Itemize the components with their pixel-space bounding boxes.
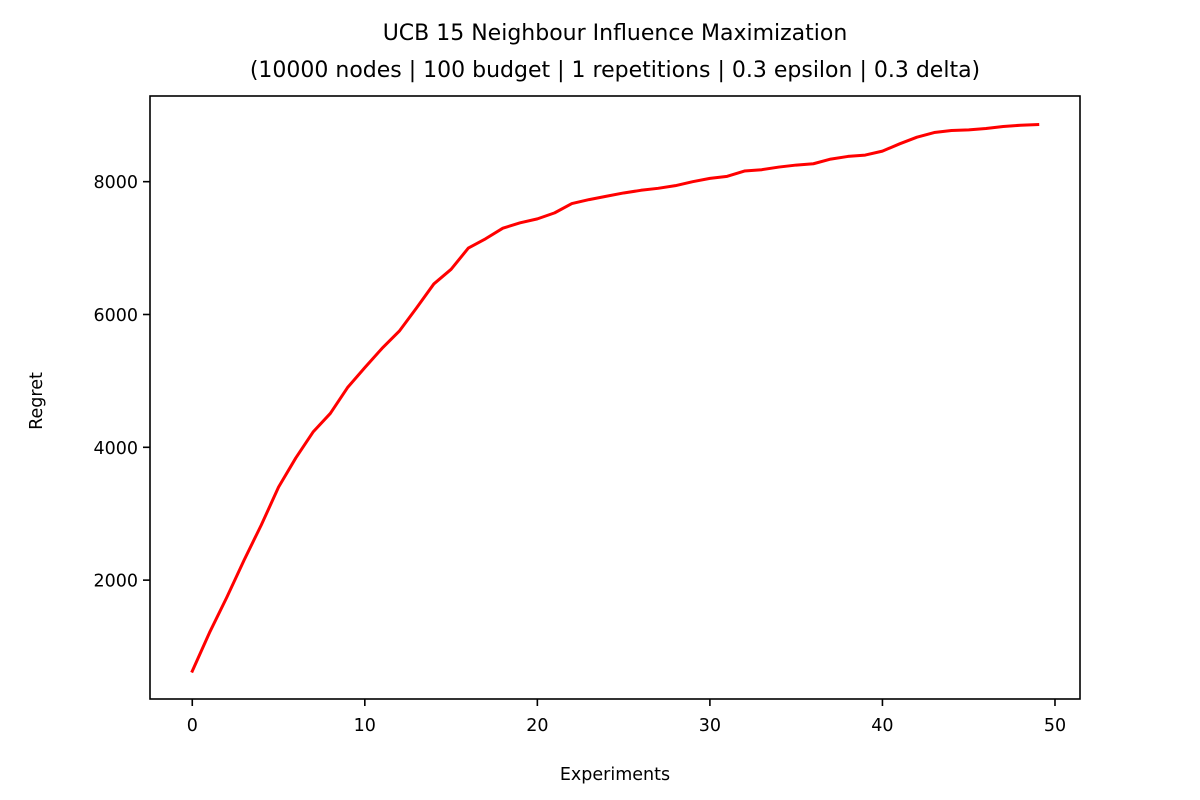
- plot-area: [190, 123, 1040, 674]
- x-axis-ticks: 0 10 20 30 40 50: [187, 699, 1066, 736]
- chart-title: UCB 15 Neighbour Influence Maximization: [383, 21, 848, 46]
- x-tick-label: 0: [187, 716, 198, 736]
- y-axis-label: Regret: [27, 372, 47, 430]
- y-tick-label: 4000: [93, 439, 138, 459]
- y-tick-label: 8000: [93, 173, 138, 193]
- x-tick-label: 40: [871, 716, 893, 736]
- x-tick-label: 50: [1044, 716, 1066, 736]
- x-tick-label: 10: [354, 716, 376, 736]
- y-tick-label: 2000: [93, 572, 138, 592]
- chart-subtitle: (10000 nodes | 100 budget | 1 repetition…: [250, 58, 980, 83]
- x-axis-label: Experiments: [560, 765, 670, 785]
- regret-series-line: [190, 123, 1040, 674]
- axes-frame: [149, 95, 1081, 700]
- x-tick-label: 30: [699, 716, 721, 736]
- x-tick-label: 20: [526, 716, 548, 736]
- y-tick-label: 6000: [93, 306, 138, 326]
- y-axis-ticks: 2000 4000 6000 8000: [93, 173, 150, 592]
